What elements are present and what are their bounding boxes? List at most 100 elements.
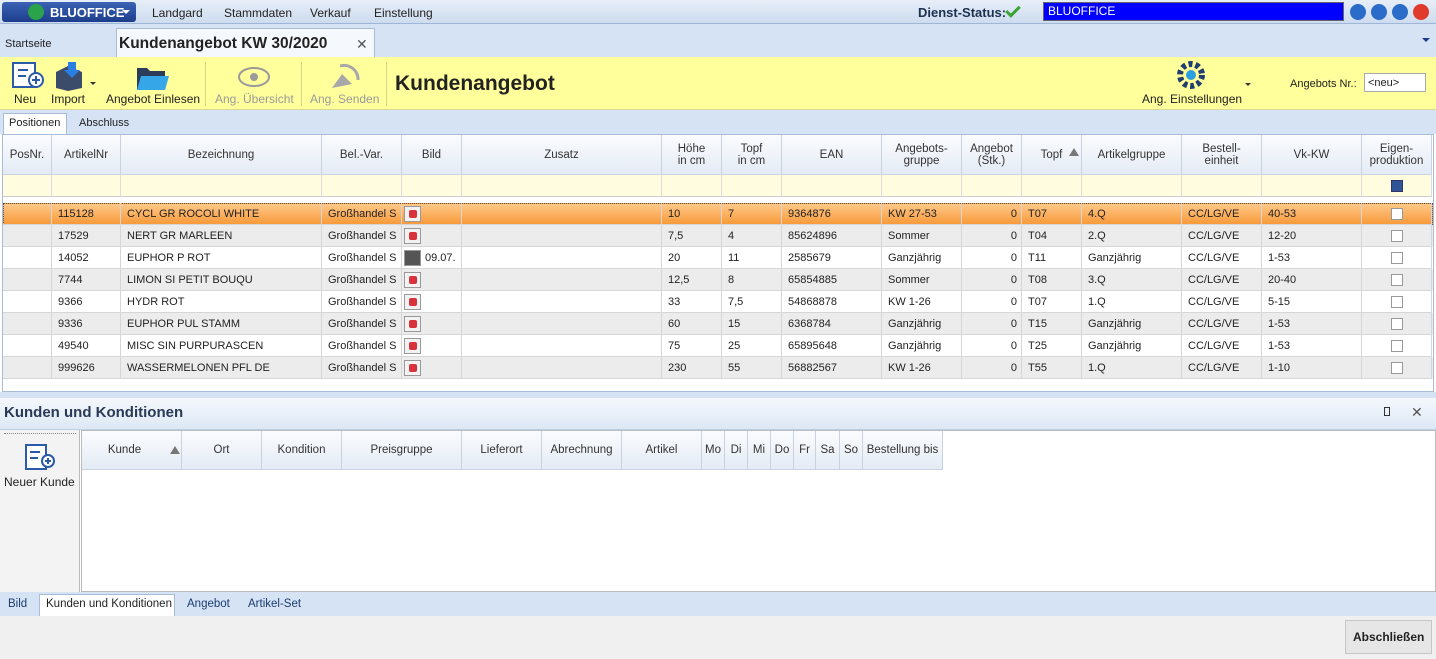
row-checkbox[interactable] xyxy=(1391,340,1403,352)
menu-item[interactable]: Verkauf xyxy=(310,6,351,20)
column-header[interactable]: Kunde xyxy=(82,431,182,470)
toolbar-button[interactable]: Neu xyxy=(14,92,37,106)
window-icon[interactable] xyxy=(1413,4,1429,20)
filter-cell[interactable] xyxy=(402,175,462,197)
column-header[interactable]: Do xyxy=(771,431,794,470)
filter-cell[interactable] xyxy=(121,175,322,197)
tab-menu-arrow[interactable] xyxy=(1422,38,1430,46)
bottom-tab[interactable]: Angebot xyxy=(187,598,230,610)
active-tab[interactable] xyxy=(116,28,375,58)
filter-cell[interactable] xyxy=(882,175,962,197)
table-row[interactable] xyxy=(3,357,1433,379)
subtab[interactable]: Abschluss xyxy=(79,117,130,129)
column-header[interactable]: Abrechnung xyxy=(542,431,622,470)
column-header[interactable]: Bestell- einheit xyxy=(1182,135,1262,175)
toolbar-button[interactable]: Ang. Einstellungen xyxy=(1142,92,1243,106)
row-checkbox[interactable] xyxy=(1391,296,1403,308)
filter-cell[interactable] xyxy=(462,175,662,197)
finish-button-box[interactable] xyxy=(1345,620,1432,654)
filter-cell[interactable] xyxy=(1262,175,1362,197)
offer-number-box[interactable] xyxy=(1364,73,1426,92)
toolbar-button[interactable]: Angebot Einlesen xyxy=(106,92,201,106)
filter-checkbox[interactable] xyxy=(1391,180,1403,192)
bottom-tab[interactable]: Kunden und Konditionen xyxy=(46,598,172,610)
column-header[interactable]: Di xyxy=(725,431,748,470)
table-cell: EUPHOR P ROT xyxy=(121,247,322,269)
filter-cell[interactable] xyxy=(1082,175,1182,197)
panel-close[interactable]: ✕ xyxy=(1411,404,1423,420)
toolbar-button[interactable]: Import xyxy=(51,92,86,106)
column-header[interactable]: EAN xyxy=(782,135,882,175)
window-icon[interactable] xyxy=(1350,4,1366,20)
filter-cell[interactable] xyxy=(662,175,722,197)
table-cell xyxy=(3,357,52,379)
column-header[interactable]: Angebots- gruppe xyxy=(882,135,962,175)
table-row[interactable] xyxy=(3,335,1433,357)
row-checkbox[interactable] xyxy=(1391,318,1403,330)
column-header[interactable]: Höhe in cm xyxy=(662,135,722,175)
offer-number[interactable]: <neu> xyxy=(1368,77,1400,89)
column-header[interactable]: So xyxy=(840,431,863,470)
column-header[interactable]: Bild xyxy=(402,135,462,175)
row-checkbox[interactable] xyxy=(1391,362,1403,374)
new-customer-button[interactable]: Neuer Kunde xyxy=(4,475,75,489)
table-row[interactable] xyxy=(3,291,1433,313)
column-header[interactable]: PosNr. xyxy=(3,135,52,175)
tab[interactable]: Startseite xyxy=(5,38,52,50)
column-header[interactable]: Mi xyxy=(748,431,771,470)
column-header[interactable]: Ort xyxy=(182,431,262,470)
filter-cell[interactable] xyxy=(3,175,52,197)
active-bottom-tab[interactable] xyxy=(39,594,175,616)
column-header[interactable]: Bel.-Var. xyxy=(322,135,402,175)
column-header[interactable]: Artikel xyxy=(622,431,702,470)
column-header[interactable]: Angebot (Stk.) xyxy=(962,135,1022,175)
column-header[interactable]: Eigen- produktion xyxy=(1362,135,1432,175)
column-header[interactable]: Zusatz xyxy=(462,135,662,175)
menu-item[interactable]: Landgard xyxy=(152,6,203,20)
window-icon[interactable] xyxy=(1371,4,1387,20)
tab[interactable]: Kundenangebot KW 30/2020 xyxy=(119,35,328,52)
window-icon[interactable] xyxy=(1392,4,1408,20)
row-checkbox[interactable] xyxy=(1391,230,1403,242)
status-field-box[interactable] xyxy=(1043,2,1344,21)
filter-cell[interactable] xyxy=(782,175,882,197)
filter-cell[interactable] xyxy=(52,175,121,197)
column-header[interactable]: Bezeichnung xyxy=(121,135,322,175)
row-checkbox[interactable] xyxy=(1391,252,1403,264)
filter-cell[interactable] xyxy=(322,175,402,197)
filter-cell[interactable] xyxy=(1022,175,1082,197)
filter-cell[interactable] xyxy=(1182,175,1262,197)
column-header[interactable]: Bestellung bis xyxy=(863,431,943,470)
column-header[interactable]: Topf in cm xyxy=(722,135,782,175)
row-checkbox[interactable] xyxy=(1391,274,1403,286)
bottom-tab[interactable]: Bild xyxy=(8,598,28,610)
bottom-tab[interactable]: Artikel-Set xyxy=(248,598,302,610)
filter-cell[interactable] xyxy=(962,175,1022,197)
table-row[interactable] xyxy=(3,247,1433,269)
column-header[interactable]: ArtikelNr xyxy=(52,135,121,175)
menu-item[interactable]: Stammdaten xyxy=(224,6,293,20)
toolbar-button[interactable]: Ang. Übersicht xyxy=(215,92,294,106)
finish-button[interactable]: Abschließen xyxy=(1353,630,1425,644)
column-header[interactable]: Artikelgruppe xyxy=(1082,135,1182,175)
pin-icon[interactable] xyxy=(1384,407,1390,416)
active-subtab[interactable] xyxy=(3,113,67,134)
table-row[interactable] xyxy=(3,313,1433,335)
column-header[interactable]: Kondition xyxy=(262,431,342,470)
column-header[interactable]: Lieferort xyxy=(462,431,542,470)
column-header[interactable]: Vk-KW xyxy=(1262,135,1362,175)
table-row[interactable] xyxy=(3,225,1433,247)
menu-item[interactable]: Einstellung xyxy=(374,6,433,20)
column-header[interactable]: Sa xyxy=(816,431,840,470)
table-cell: 54868878 xyxy=(782,291,882,313)
table-row[interactable] xyxy=(3,269,1433,291)
logo-text[interactable]: BLUOFFICE xyxy=(50,5,125,20)
column-header[interactable]: Mo xyxy=(702,431,725,470)
column-header[interactable]: Fr xyxy=(794,431,816,470)
row-checkbox[interactable] xyxy=(1391,208,1403,220)
column-header[interactable]: Preisgruppe xyxy=(342,431,462,470)
tab-close[interactable]: ✕ xyxy=(356,36,368,52)
toolbar-button[interactable]: Ang. Senden xyxy=(310,92,380,106)
subtab[interactable]: Positionen xyxy=(9,117,61,129)
filter-cell[interactable] xyxy=(722,175,782,197)
